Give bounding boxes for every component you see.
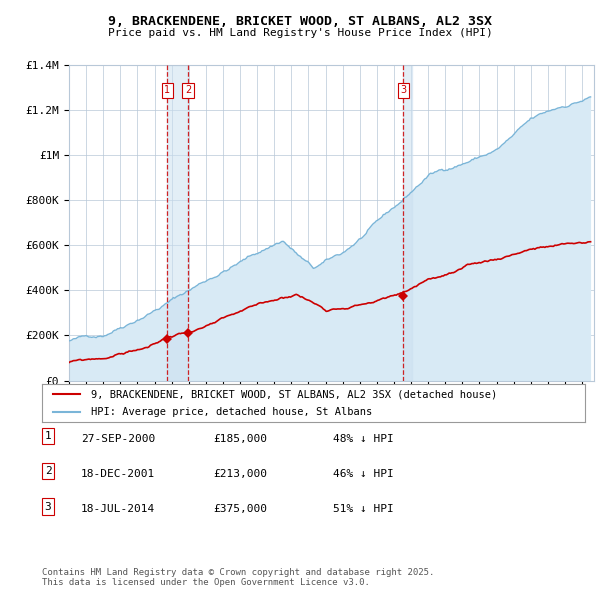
Text: 9, BRACKENDENE, BRICKET WOOD, ST ALBANS, AL2 3SX: 9, BRACKENDENE, BRICKET WOOD, ST ALBANS,… [108,15,492,28]
Text: 3: 3 [44,502,52,512]
Text: 2: 2 [185,85,191,95]
Text: 1: 1 [164,85,170,95]
Bar [167,65,188,381]
Text: 18-JUL-2014: 18-JUL-2014 [81,504,155,514]
Text: 51% ↓ HPI: 51% ↓ HPI [333,504,394,514]
Text: £213,000: £213,000 [213,469,267,479]
Text: 9, BRACKENDENE, BRICKET WOOD, ST ALBANS, AL2 3SX (detached house): 9, BRACKENDENE, BRICKET WOOD, ST ALBANS,… [91,389,497,399]
Text: 1: 1 [44,431,52,441]
Text: 3: 3 [400,85,406,95]
Text: 2: 2 [44,466,52,476]
Text: Contains HM Land Registry data © Crown copyright and database right 2025.
This d: Contains HM Land Registry data © Crown c… [42,568,434,587]
Text: HPI: Average price, detached house, St Albans: HPI: Average price, detached house, St A… [91,407,372,417]
Text: 46% ↓ HPI: 46% ↓ HPI [333,469,394,479]
Text: Price paid vs. HM Land Registry's House Price Index (HPI): Price paid vs. HM Land Registry's House … [107,28,493,38]
Text: £375,000: £375,000 [213,504,267,514]
Text: 27-SEP-2000: 27-SEP-2000 [81,434,155,444]
Text: 18-DEC-2001: 18-DEC-2001 [81,469,155,479]
Text: £185,000: £185,000 [213,434,267,444]
Text: 48% ↓ HPI: 48% ↓ HPI [333,434,394,444]
Bar [403,65,412,381]
